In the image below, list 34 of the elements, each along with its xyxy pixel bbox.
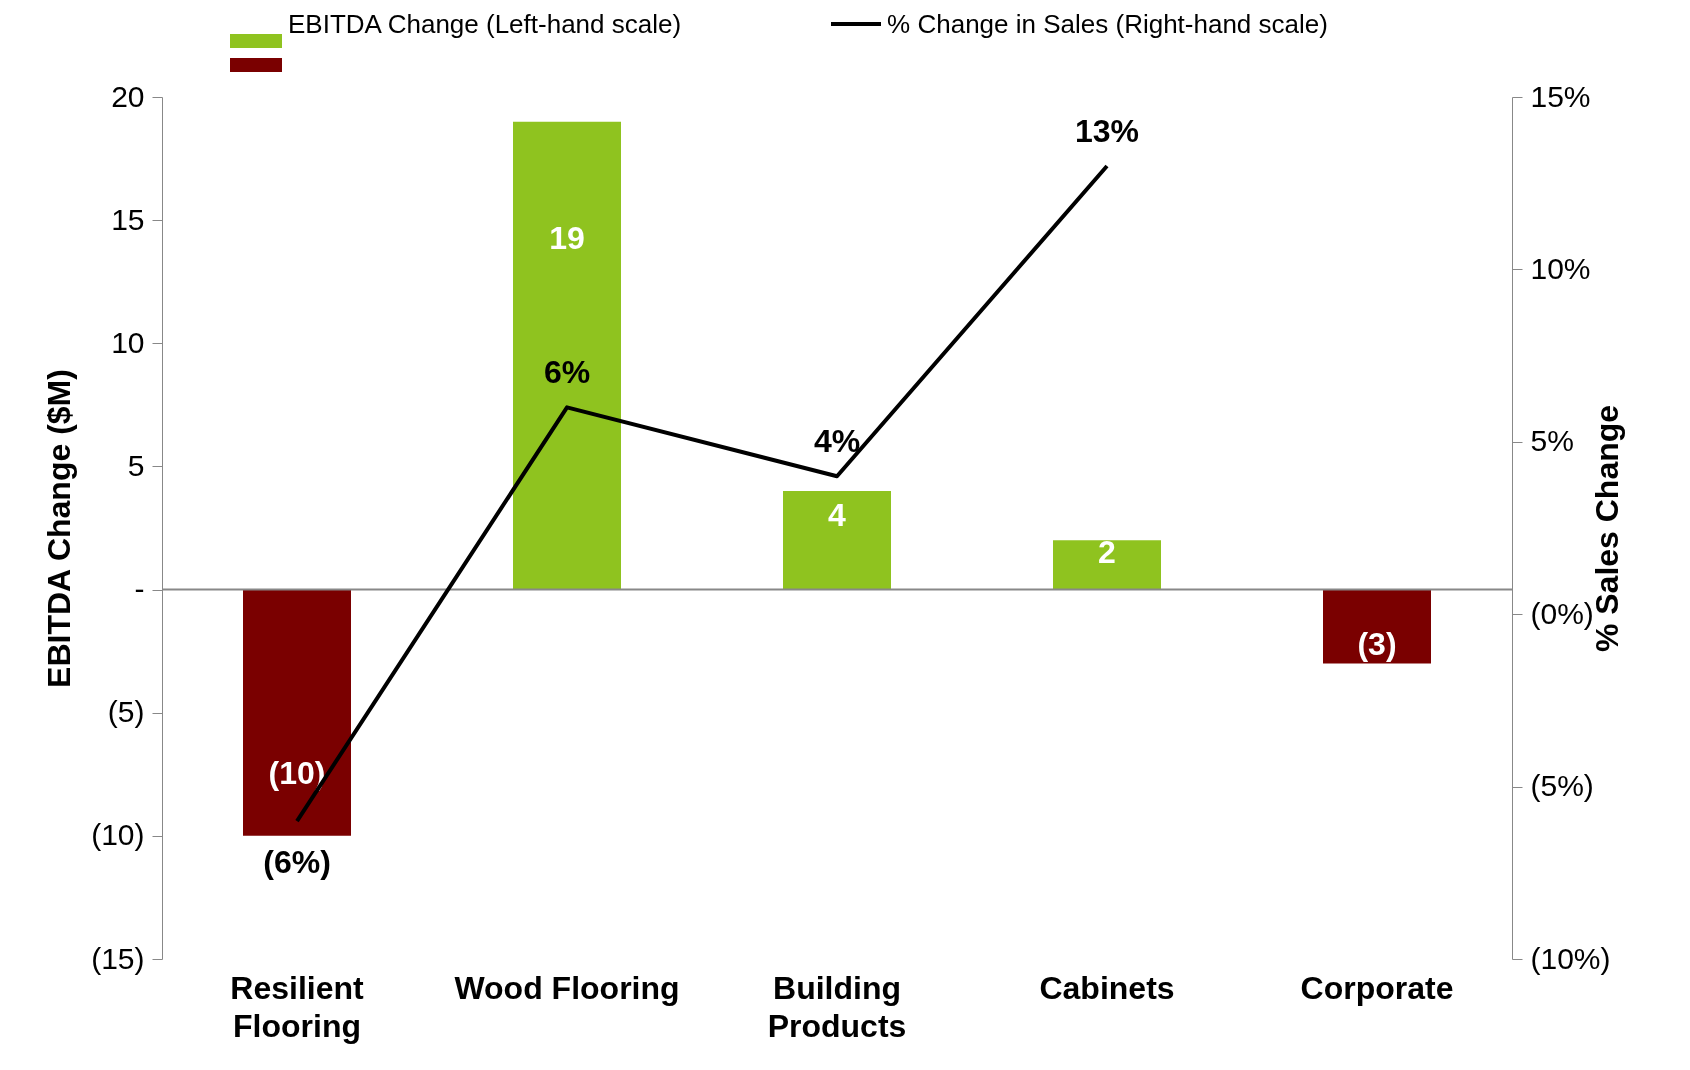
x-tick-label: Cabinets <box>1039 969 1175 1006</box>
bar <box>513 121 621 590</box>
y-tick-label: (15) <box>91 941 145 975</box>
data-label: 2 <box>1098 533 1116 570</box>
bar <box>783 491 891 590</box>
y-tick-label: 20 <box>111 79 145 113</box>
y-tick-label: 15 <box>111 202 145 236</box>
y2-tick-label: 5% <box>1530 424 1574 458</box>
bar <box>243 589 351 836</box>
data-label: (6%) <box>263 844 331 881</box>
x-tick-label: Resilient Flooring <box>230 969 365 1044</box>
data-label: 13% <box>1074 112 1140 149</box>
data-label: 19 <box>549 219 585 256</box>
x-tick-label: Wood Flooring <box>454 969 680 1006</box>
legend-label: % Change in Sales (Right-hand scale) <box>887 8 1328 40</box>
y2-tick-label: (10%) <box>1530 941 1611 975</box>
x-tick-label: Building Products <box>767 969 907 1044</box>
bar <box>1323 589 1431 664</box>
x-tick-label: Corporate <box>1300 969 1454 1006</box>
y2-tick-label: 15% <box>1530 79 1591 113</box>
legend-label: EBITDA Change (Left-hand scale) <box>288 8 682 40</box>
bar <box>1053 540 1161 590</box>
y2-tick-label: 10% <box>1530 251 1591 285</box>
y-tick-label: 5 <box>127 448 145 482</box>
data-label: 6% <box>543 354 591 391</box>
y-tick-label: - <box>134 572 145 606</box>
data-label: 4 <box>828 496 847 533</box>
y2-tick-label: (5%) <box>1530 769 1594 803</box>
y-tick-label: (5) <box>107 695 145 729</box>
y-tick-label: (10) <box>91 818 145 852</box>
y-axis-title: EBITDA Change ($M) <box>41 369 78 688</box>
y-tick-label: 10 <box>111 325 145 359</box>
data-label: (3) <box>1357 625 1397 662</box>
data-label: 4% <box>813 423 861 460</box>
